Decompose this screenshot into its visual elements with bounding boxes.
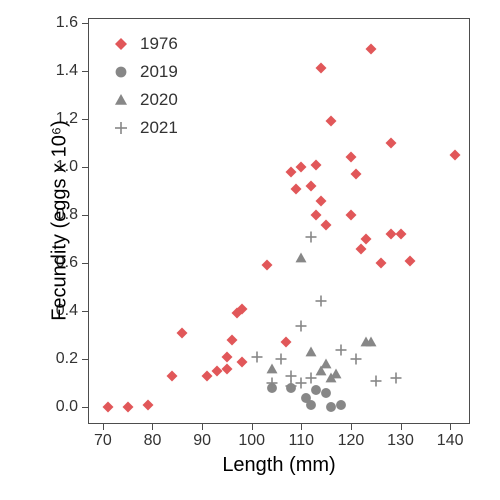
x-tick-mark	[301, 424, 302, 430]
data-point	[343, 150, 358, 165]
data-point	[165, 368, 180, 383]
data-point	[304, 397, 319, 412]
data-point	[140, 397, 155, 412]
x-tick-mark	[202, 424, 203, 430]
data-point	[304, 179, 319, 194]
legend-marker-icon	[110, 117, 132, 139]
x-axis-title: Length (mm)	[209, 454, 349, 477]
x-tick-label: 120	[338, 432, 365, 450]
data-point	[304, 371, 319, 386]
legend: 1976 2019 2020 2021	[110, 30, 178, 142]
legend-item: 2021	[110, 114, 178, 142]
y-tick-mark	[82, 119, 88, 120]
data-point	[358, 232, 373, 247]
x-tick-label: 70	[94, 432, 112, 450]
data-point	[224, 332, 239, 347]
data-point	[343, 207, 358, 222]
legend-marker-icon	[110, 61, 132, 83]
x-tick-mark	[103, 424, 104, 430]
data-point	[319, 385, 334, 400]
data-point	[279, 335, 294, 350]
legend-label: 2021	[140, 118, 178, 138]
y-tick-label: 1.4	[56, 62, 78, 80]
data-point	[363, 335, 378, 350]
data-point	[175, 325, 190, 340]
data-point	[289, 181, 304, 196]
data-point	[393, 227, 408, 242]
y-tick-label: 0.0	[56, 398, 78, 416]
x-tick-mark	[351, 424, 352, 430]
data-point	[259, 258, 274, 273]
y-tick-mark	[82, 263, 88, 264]
x-tick-label: 130	[387, 432, 414, 450]
data-point	[324, 114, 339, 129]
legend-label: 2019	[140, 62, 178, 82]
data-point	[219, 349, 234, 364]
y-tick-mark	[82, 23, 88, 24]
data-point	[264, 376, 279, 391]
y-tick-mark	[82, 215, 88, 216]
data-point	[304, 344, 319, 359]
data-point	[368, 373, 383, 388]
data-point	[388, 371, 403, 386]
data-point	[383, 135, 398, 150]
legend-item: 1976	[110, 30, 178, 58]
data-point	[348, 167, 363, 182]
x-tick-mark	[401, 424, 402, 430]
data-point	[100, 400, 115, 415]
x-tick-mark	[450, 424, 451, 430]
data-point	[334, 342, 349, 357]
data-point	[309, 157, 324, 172]
legend-item: 2020	[110, 86, 178, 114]
y-tick-mark	[82, 359, 88, 360]
legend-label: 1976	[140, 34, 178, 54]
data-point	[319, 217, 334, 232]
data-point	[294, 159, 309, 174]
legend-item: 2019	[110, 58, 178, 86]
x-tick-mark	[152, 424, 153, 430]
data-point	[249, 349, 264, 364]
y-tick-mark	[82, 71, 88, 72]
y-tick-label: 0.2	[56, 350, 78, 368]
data-point	[314, 193, 329, 208]
data-point	[334, 397, 349, 412]
x-tick-label: 140	[437, 432, 464, 450]
legend-marker-icon	[110, 33, 132, 55]
legend-label: 2020	[140, 90, 178, 110]
data-point	[314, 61, 329, 76]
data-point	[329, 366, 344, 381]
data-point	[294, 251, 309, 266]
scatter-chart: 708090100110120130140 0.00.20.40.60.81.0…	[0, 0, 500, 500]
data-point	[314, 294, 329, 309]
data-point	[403, 253, 418, 268]
y-tick-mark	[82, 167, 88, 168]
data-point	[234, 354, 249, 369]
data-point	[274, 352, 289, 367]
x-tick-label: 110	[289, 432, 315, 450]
data-point	[363, 42, 378, 57]
data-point	[304, 229, 319, 244]
legend-marker-icon	[110, 89, 132, 111]
data-point	[448, 147, 463, 162]
data-point	[348, 352, 363, 367]
y-tick-mark	[82, 311, 88, 312]
y-tick-mark	[82, 407, 88, 408]
y-tick-label: 1.6	[56, 14, 78, 32]
data-point	[294, 318, 309, 333]
data-point	[234, 301, 249, 316]
x-tick-label: 80	[144, 432, 162, 450]
data-point	[120, 400, 135, 415]
y-axis-title: Fecundity (eggs x 10⁶)	[49, 101, 72, 341]
x-tick-label: 100	[238, 432, 265, 450]
data-point	[373, 256, 388, 271]
x-tick-mark	[252, 424, 253, 430]
x-tick-label: 90	[193, 432, 211, 450]
